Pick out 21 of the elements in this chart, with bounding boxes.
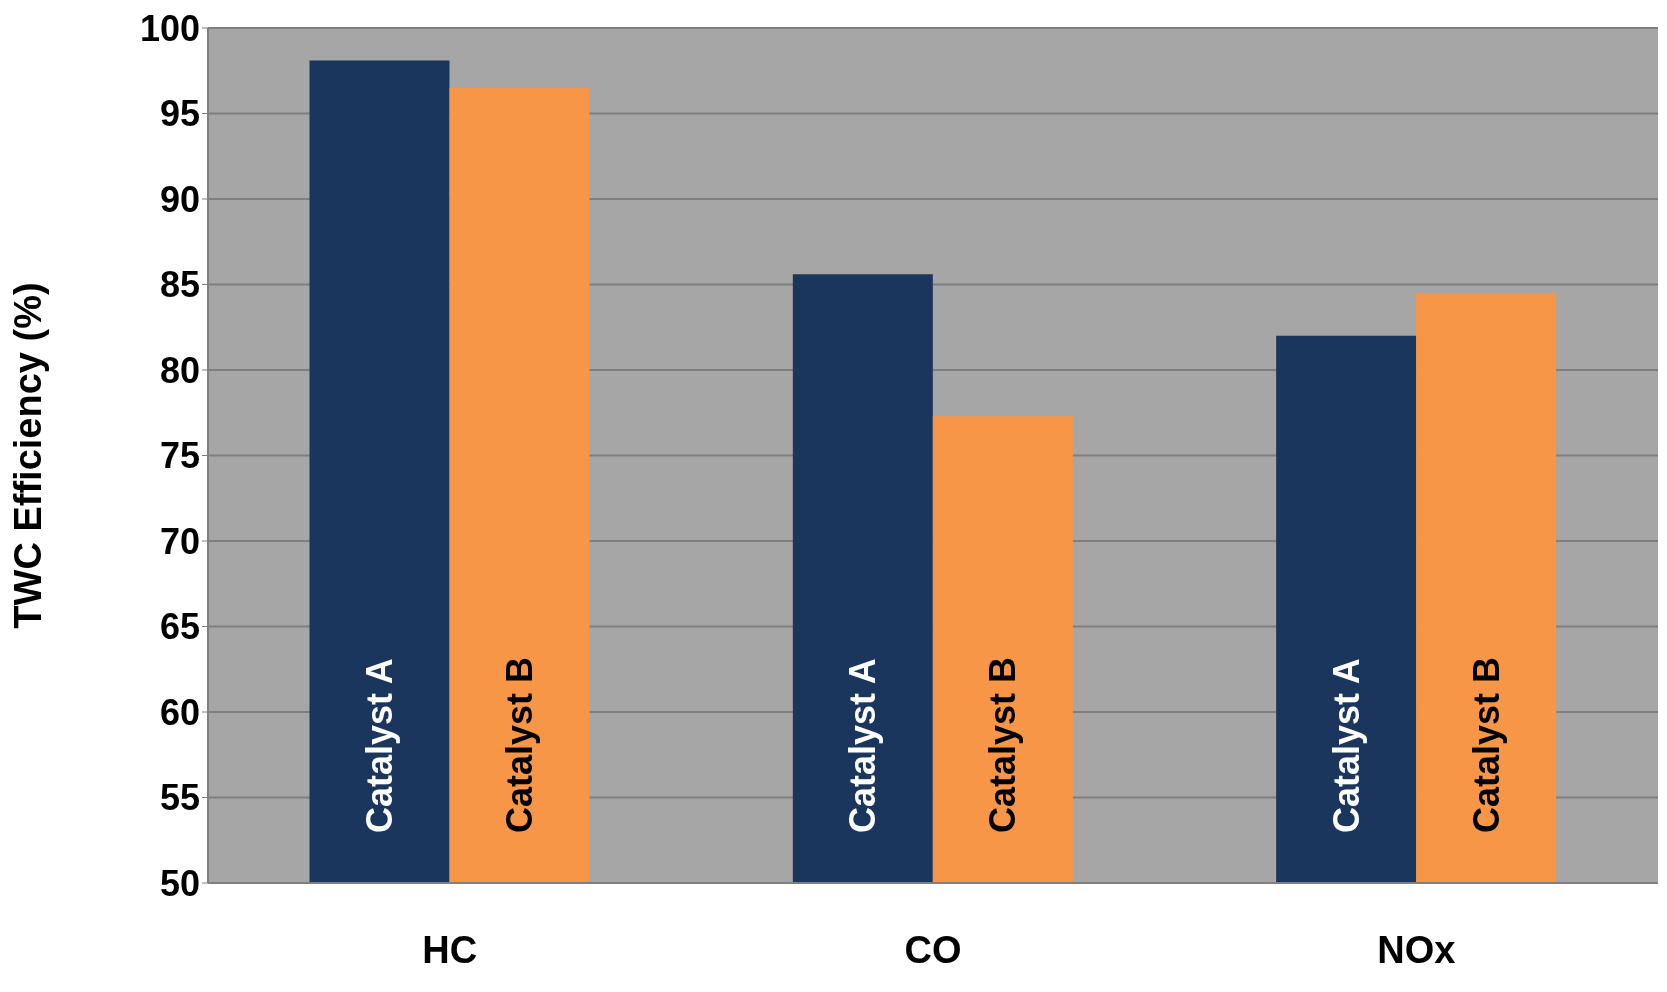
y-tick-label: 85 [159, 264, 200, 306]
y-tick-label: 95 [159, 93, 200, 135]
x-tick-label: HC [422, 928, 478, 971]
y-tick-label: 60 [159, 691, 200, 733]
text: Catalyst B [1465, 656, 1507, 833]
y-tick-label: 55 [159, 777, 200, 819]
y-tick-label: 100 [139, 7, 200, 49]
y-tick-label: 90 [159, 178, 200, 220]
y-tick-label: 70 [159, 520, 200, 562]
text: Catalyst A [1325, 658, 1367, 833]
y-tick-label: 75 [159, 435, 200, 477]
y-axis-title: TWC Efficiency (%) [7, 282, 50, 629]
series-label: Catalyst B [982, 656, 1024, 833]
text: Catalyst B [499, 656, 540, 833]
y-tick-label: 50 [159, 862, 200, 904]
x-tick-label: CO [904, 928, 962, 971]
text: Catalyst A [842, 658, 884, 833]
x-tick-label: NOx [1377, 928, 1456, 971]
series-label: Catalyst A [359, 658, 400, 833]
y-tick-label: 65 [159, 606, 200, 648]
y-tick-label: 80 [159, 349, 200, 391]
